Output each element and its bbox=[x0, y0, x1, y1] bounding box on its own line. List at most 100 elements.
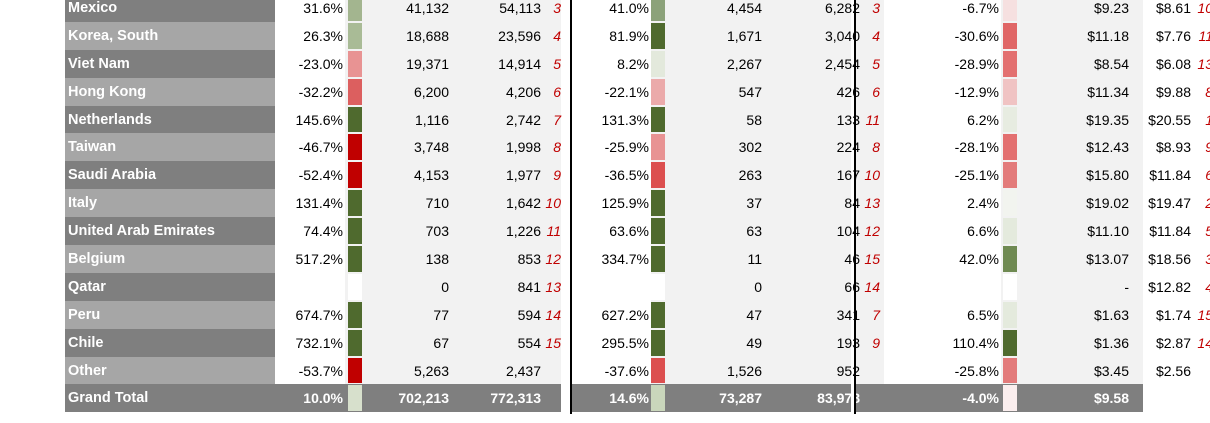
value-prior-2: 49 bbox=[746, 334, 762, 351]
rank-3 bbox=[1193, 357, 1210, 385]
value-current-2: 133 bbox=[836, 111, 860, 128]
table-row: Netherlands 145.6% 1,116 2,742 7 131.3% 58 133 1… bbox=[65, 105, 1210, 134]
pct-change-3 bbox=[884, 272, 1001, 301]
country-name: Netherlands bbox=[65, 105, 275, 134]
pct-change-3: 6.6% bbox=[884, 217, 1001, 246]
value-current-3: $11.84 bbox=[1149, 223, 1191, 240]
value-prior-2: 47 bbox=[746, 306, 762, 323]
heat-swatch-2 bbox=[651, 301, 665, 328]
heat-swatch-2 bbox=[651, 106, 665, 133]
value-current-1: 2,742 bbox=[505, 111, 541, 128]
heat-swatch-2 bbox=[651, 385, 665, 412]
grand-total-label: Grand Total bbox=[65, 384, 275, 413]
rank-1: 5 bbox=[553, 55, 561, 72]
value-prior-2: 302 bbox=[738, 139, 762, 156]
value-current-2: 2,454 bbox=[824, 55, 860, 72]
value-current-1: 1,977 bbox=[505, 167, 541, 184]
value-prior-3: $11.18 bbox=[1087, 27, 1129, 44]
rank-1: 7 bbox=[553, 111, 561, 128]
value-prior-3: $11.34 bbox=[1087, 83, 1129, 100]
rank-3: 10 bbox=[1197, 0, 1210, 16]
value-prior-1: 67 bbox=[433, 334, 449, 351]
rank-1: 4 bbox=[553, 27, 561, 44]
value-current-3: $12.82 bbox=[1148, 278, 1191, 295]
value-current-3: $2.87 bbox=[1155, 334, 1191, 351]
pct-change-2: -22.1% bbox=[571, 77, 651, 106]
pct-change-2: 295.5% bbox=[571, 328, 651, 357]
value-current-1: 23,596 bbox=[498, 27, 541, 44]
heat-swatch-3 bbox=[1003, 273, 1017, 300]
value-prior-1: 3,748 bbox=[413, 139, 449, 156]
heat-swatch-2 bbox=[651, 246, 665, 272]
rank-1: 12 bbox=[545, 250, 561, 267]
heat-swatch-1 bbox=[348, 301, 362, 328]
rank-1: 14 bbox=[545, 306, 561, 323]
value-prior-2: 2,267 bbox=[726, 55, 762, 72]
value-prior-3: $8.54 bbox=[1093, 55, 1129, 72]
rank-2: 12 bbox=[864, 223, 880, 240]
heat-swatch-1 bbox=[348, 385, 362, 412]
value-prior-3: $9.58 bbox=[1093, 390, 1129, 407]
rank-2: 13 bbox=[864, 195, 880, 212]
pct-change-1: 131.4% bbox=[275, 189, 345, 218]
table-row: Hong Kong -32.2% 6,200 4,206 6 -22.1% 547 426 6-… bbox=[65, 77, 1210, 106]
grand-total-row: Grand Total 10.0% 702,213 772,313 14.6% 73,28… bbox=[65, 384, 1191, 413]
rank-3: 14 bbox=[1197, 334, 1210, 351]
value-prior-3: $12.43 bbox=[1086, 139, 1129, 156]
value-prior-2: 1,526 bbox=[726, 362, 762, 379]
rank-2: 7 bbox=[872, 306, 880, 323]
heat-swatch-3 bbox=[1003, 385, 1017, 412]
value-current-2: 167 bbox=[836, 167, 860, 184]
rank-2: 10 bbox=[864, 167, 880, 184]
heat-swatch-2 bbox=[651, 162, 665, 189]
value-prior-3: $1.36 bbox=[1093, 334, 1129, 351]
value-current-2: 224 bbox=[836, 139, 860, 156]
rank-2: 8 bbox=[872, 139, 880, 156]
value-current-3: $19.47 bbox=[1148, 195, 1191, 212]
pct-change-1: 10.0% bbox=[303, 390, 343, 407]
heat-swatch-3 bbox=[1003, 190, 1017, 217]
country-name: United Arab Emirates bbox=[65, 217, 275, 246]
heat-swatch-3 bbox=[1003, 329, 1017, 356]
country-name: Other bbox=[65, 356, 275, 385]
value-current-1: 554 bbox=[517, 334, 541, 351]
table-row: Peru 674.7% 77 594 14 627.2% 47 341 7 6.5% $1.63 $1… bbox=[65, 300, 1210, 329]
heat-swatch-3 bbox=[1003, 301, 1017, 328]
value-current-1: 1,998 bbox=[505, 139, 541, 156]
pct-change-1: -23.0% bbox=[275, 49, 345, 78]
value-prior-1: 138 bbox=[425, 250, 449, 267]
table-row: Other -53.7% 5,263 2,437 -37.6% 1,526 952 -25.8… bbox=[65, 356, 1191, 385]
heat-swatch-1 bbox=[348, 357, 362, 384]
value-prior-3: $9.23 bbox=[1093, 0, 1129, 16]
pct-change-1: 145.6% bbox=[275, 105, 345, 134]
pct-change-3: -25.1% bbox=[884, 161, 1001, 190]
pct-change-1: 732.1% bbox=[275, 328, 345, 357]
value-prior-2: 37 bbox=[746, 195, 762, 212]
pct-change-3: -4.0% bbox=[962, 390, 999, 407]
value-current-2: 193 bbox=[836, 334, 860, 351]
country-name: Italy bbox=[65, 189, 275, 218]
rank-1: 3 bbox=[553, 0, 561, 16]
heat-swatch-1 bbox=[348, 106, 362, 133]
rank-1: 11 bbox=[546, 223, 561, 240]
heat-swatch-3 bbox=[1003, 162, 1017, 189]
value-current-3: $8.93 bbox=[1155, 139, 1191, 156]
rank-1: 9 bbox=[553, 167, 561, 184]
pct-change-1: 674.7% bbox=[275, 300, 345, 329]
pct-change-2: -25.9% bbox=[571, 133, 651, 162]
value-current-1: 1,226 bbox=[505, 223, 541, 240]
table-row: Italy 131.4% 710 1,642 10 125.9% 37 84 13 2.4% $19… bbox=[65, 189, 1210, 218]
value-current-3: $18.56 bbox=[1148, 250, 1191, 267]
heat-swatch-3 bbox=[1003, 134, 1017, 161]
group-divider-1 bbox=[570, 0, 572, 415]
value-prior-2: 1,671 bbox=[726, 27, 762, 44]
pct-change-2: 14.6% bbox=[609, 390, 649, 407]
country-name: Peru bbox=[65, 300, 275, 329]
pct-change-3: 42.0% bbox=[884, 245, 1001, 273]
value-prior-1: 5,263 bbox=[413, 362, 449, 379]
pct-change-2 bbox=[571, 272, 651, 301]
rank-2: 5 bbox=[872, 55, 880, 72]
value-prior-1: 41,132 bbox=[406, 0, 449, 16]
pct-change-1: -46.7% bbox=[275, 133, 345, 162]
table-row: United Arab Emirates 74.4% 703 1,226 11 63.6%… bbox=[65, 217, 1210, 246]
